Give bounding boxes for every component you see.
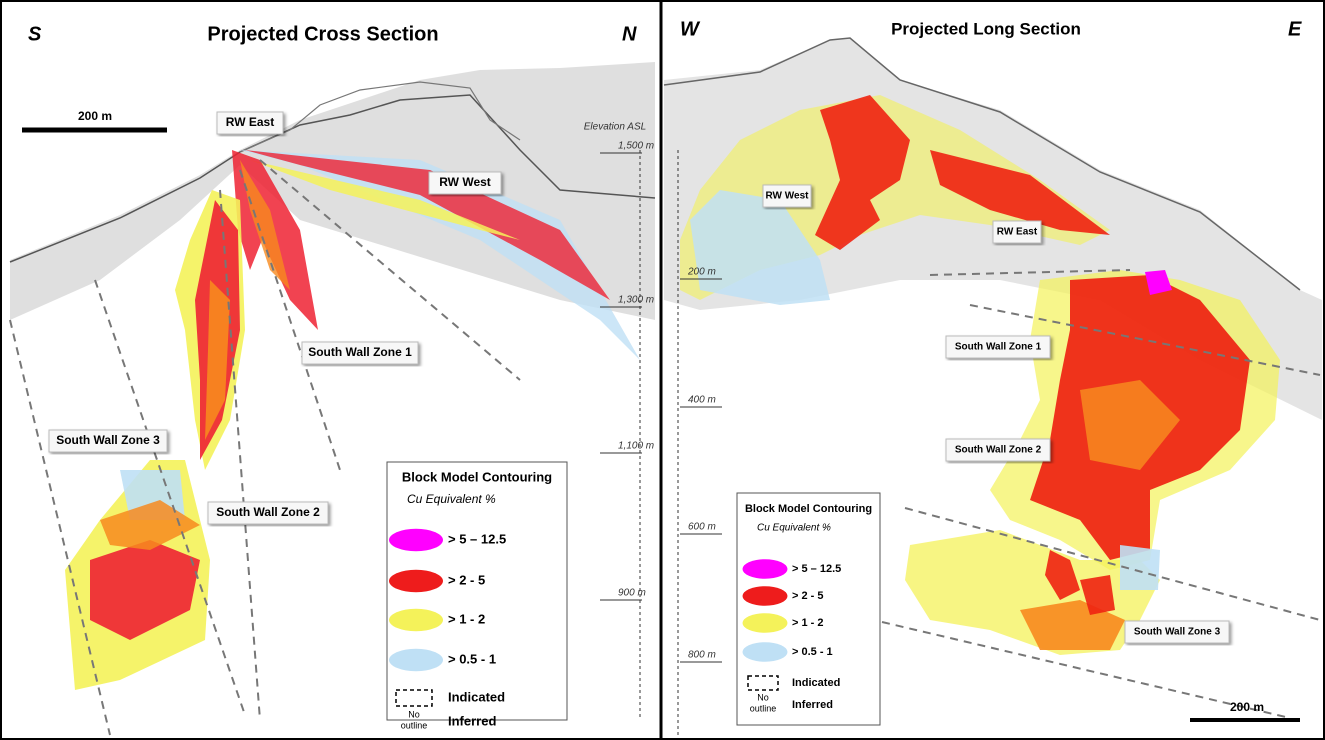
legend-label: > 0.5 - 1 bbox=[792, 646, 833, 658]
orientation-right: E bbox=[1288, 18, 1302, 40]
elevation-tick-label: 1,100 m bbox=[618, 441, 654, 452]
panel-title: Projected Cross Section bbox=[207, 23, 438, 45]
zone-label: RW West bbox=[766, 191, 810, 202]
elevation-tick-label: 1,500 m bbox=[618, 141, 654, 152]
no-outline-label: No bbox=[757, 692, 769, 702]
legend-label: > 2 - 5 bbox=[448, 572, 485, 587]
elevation-tick-label: 900 m bbox=[618, 588, 646, 599]
legend-swatch bbox=[389, 570, 443, 592]
legend-label: Indicated bbox=[448, 689, 505, 704]
zone-label: South Wall Zone 2 bbox=[955, 445, 1042, 456]
legend-subtitle: Cu Equivalent % bbox=[757, 523, 831, 534]
legend-label: > 0.5 - 1 bbox=[448, 651, 496, 666]
legend-label: > 2 - 5 bbox=[792, 590, 824, 602]
legend-swatch bbox=[743, 613, 788, 633]
legend-label: > 1 - 2 bbox=[448, 611, 485, 626]
legend-swatch bbox=[389, 649, 443, 671]
zone-label: RW East bbox=[226, 115, 274, 129]
legend-label: Indicated bbox=[792, 677, 840, 689]
zone-label: RW West bbox=[439, 175, 491, 189]
legend-swatch bbox=[389, 609, 443, 631]
no-outline-label: outline bbox=[750, 703, 777, 713]
legend-label: > 1 - 2 bbox=[792, 617, 824, 629]
legend: Block Model Contouring Cu Equivalent % > 5… bbox=[387, 462, 567, 730]
orientation-left: S bbox=[28, 23, 42, 45]
page: S Projected Cross Section N 200 m Elevat… bbox=[0, 0, 1325, 740]
zone-label: RW East bbox=[997, 227, 1038, 238]
zone-label: South Wall Zone 3 bbox=[56, 433, 160, 447]
legend-subtitle: Cu Equivalent % bbox=[407, 492, 496, 506]
panel-title: Projected Long Section bbox=[891, 19, 1081, 38]
legend-title: Block Model Contouring bbox=[402, 469, 552, 484]
scale-label: 200 m bbox=[78, 109, 112, 123]
no-outline-label: outline bbox=[401, 720, 428, 730]
legend-label: > 5 – 12.5 bbox=[448, 531, 506, 546]
zone-label: South Wall Zone 1 bbox=[308, 345, 412, 359]
elevation-tick-label: 600 m bbox=[688, 522, 716, 533]
legend-swatch bbox=[743, 559, 788, 579]
zone-label: South Wall Zone 2 bbox=[216, 505, 320, 519]
legend-label: > 5 – 12.5 bbox=[792, 563, 841, 575]
orientation-left: W bbox=[680, 18, 701, 40]
legend-swatch bbox=[743, 642, 788, 662]
zone-label: South Wall Zone 1 bbox=[955, 342, 1042, 353]
elevation-tick-label: 800 m bbox=[688, 650, 716, 661]
legend-label: Inferred bbox=[448, 713, 496, 728]
elevation-title: Elevation ASL bbox=[584, 122, 646, 133]
no-outline-label: No bbox=[408, 709, 420, 719]
elevation-tick-label: 400 m bbox=[688, 395, 716, 406]
orientation-right: N bbox=[622, 23, 637, 45]
elevation-tick-label: 1,300 m bbox=[618, 295, 654, 306]
legend: Block Model Contouring Cu Equivalent % > 5… bbox=[737, 493, 880, 725]
elevation-tick-label: 200 m bbox=[687, 267, 716, 278]
legend-title: Block Model Contouring bbox=[745, 503, 872, 515]
legend-swatch bbox=[389, 529, 443, 551]
zone-label: South Wall Zone 3 bbox=[1134, 627, 1221, 638]
figure: S Projected Cross Section N 200 m Elevat… bbox=[0, 0, 1325, 740]
legend-swatch bbox=[743, 586, 788, 606]
scale-label: 200 m bbox=[1230, 700, 1264, 714]
legend-label: Inferred bbox=[792, 699, 833, 711]
